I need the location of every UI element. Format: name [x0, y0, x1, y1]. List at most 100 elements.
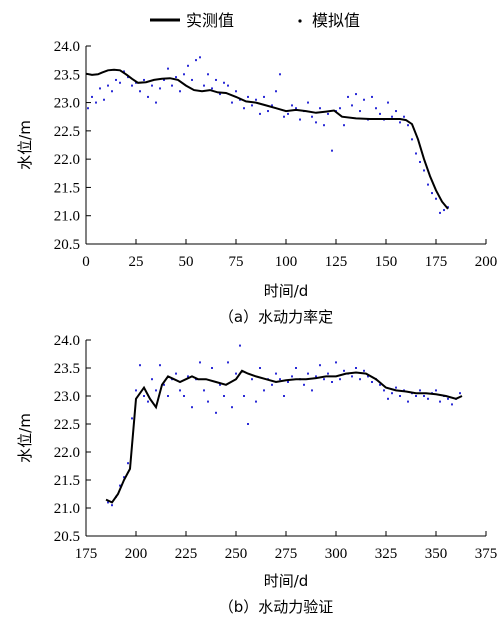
chart-a-simulated-point: [423, 169, 425, 172]
chart-a-xtick-label: 75: [229, 254, 244, 270]
chart-a-ytick-label: 20.5: [54, 237, 80, 253]
chart-b-simulated-point: [239, 344, 241, 347]
chart-a-simulated-point: [143, 78, 145, 81]
chart-b-simulated-point: [387, 397, 389, 400]
chart-a-simulated-point: [323, 124, 325, 127]
chart-a-simulated-point: [95, 101, 97, 104]
chart-a-simulated-point: [371, 95, 373, 98]
chart-a-simulated-point: [271, 104, 273, 107]
chart-a-ytick-label: 21.5: [54, 180, 80, 196]
chart-a-simulated-point: [91, 95, 93, 98]
chart-a-simulated-point: [419, 160, 421, 163]
chart-a-simulated-point: [219, 93, 221, 96]
chart-a-simulated-point: [163, 78, 165, 81]
chart-b-measured-line: [105, 369, 463, 504]
chart-a-simulated-point: [135, 81, 137, 84]
chart-a-simulated-point: [443, 209, 445, 212]
chart-a-simulated-point: [291, 104, 293, 107]
chart-a-simulated-point: [427, 183, 429, 186]
chart-b-simulated-point: [203, 389, 205, 392]
chart-b-simulated-point: [283, 395, 285, 397]
chart-b-simulated-point: [399, 395, 401, 397]
chart-a-simulated-point: [327, 112, 329, 115]
chart-a-simulated-point: [223, 81, 225, 84]
chart-b-simulated-point: [447, 397, 449, 400]
chart-b-simulated-point: [251, 378, 253, 381]
chart-a-simulated-point: [151, 84, 153, 87]
chart-b-simulated-point: [315, 375, 317, 378]
chart-a-simulated-point: [287, 112, 289, 115]
chart-b-simulated-point: [143, 395, 145, 397]
chart-a-simulated-point: [155, 101, 157, 104]
chart-a-simulated-point: [251, 104, 253, 107]
chart-b-simulated-point: [451, 403, 453, 406]
chart-a-simulated-point: [411, 138, 413, 141]
chart-a-simulated-point: [415, 152, 417, 155]
chart-a-simulated-point: [279, 73, 281, 76]
chart-b-simulated-point: [423, 395, 425, 397]
chart-a-ytick-label: 22.0: [54, 152, 80, 168]
chart-a-simulated-point: [307, 101, 309, 104]
chart-b-xtick-label: 250: [225, 546, 248, 562]
chart-b-simulated-point: [427, 397, 429, 400]
chart-b-simulated-point: [335, 361, 337, 364]
chart-b-simulated-point: [367, 375, 369, 378]
chart-a-simulated-point: [243, 107, 245, 110]
chart-a-simulated-point: [99, 87, 101, 90]
chart-a-simulated-point: [147, 95, 149, 98]
chart-a-simulated-point: [127, 76, 129, 79]
chart-a-simulated-point: [123, 70, 125, 73]
chart-b-simulated-point: [379, 383, 381, 386]
chart-b-simulated-point: [263, 389, 265, 392]
chart-b-xtick-label: 350: [425, 546, 448, 562]
chart-b-simulated-point: [179, 389, 181, 392]
chart-b-simulated-point: [331, 381, 333, 383]
chart-b-simulated-point: [291, 375, 293, 378]
chart-a-simulated-point: [131, 84, 133, 87]
chart-a-xtick-label: 175: [425, 254, 448, 270]
chart-a-simulated-point: [359, 110, 361, 113]
chart-b-ytick-label: 23.0: [54, 389, 80, 405]
chart-a-simulated-point: [315, 121, 317, 124]
chart-b-simulated-point: [271, 383, 273, 386]
chart-a-simulated-point: [447, 206, 449, 209]
chart-b-simulated-point: [439, 400, 441, 403]
chart-a-simulated-point: [179, 90, 181, 93]
legend: 实测值 模拟值: [150, 11, 360, 30]
chart-a-ytick-label: 21.0: [54, 209, 80, 225]
chart-b-simulated-point: [211, 367, 213, 369]
chart-b-simulated-point: [111, 504, 113, 507]
chart-a-simulated-point: [255, 98, 257, 101]
chart-b-xtick-label: 225: [175, 546, 198, 562]
chart-b-simulated-point: [123, 476, 125, 479]
chart-a-caption: （a）水动力率定: [219, 308, 333, 326]
chart-b-simulated-point: [303, 383, 305, 386]
chart-b-simulated-point: [167, 395, 169, 397]
chart-b-simulated-point: [139, 364, 141, 367]
chart-b-simulated-point: [215, 411, 217, 414]
chart-a-xtick-label: 0: [82, 254, 90, 270]
chart-b-simulated-point: [243, 395, 245, 397]
chart-a-simulated-point: [107, 84, 109, 87]
chart-a-simulated-point: [391, 115, 393, 118]
chart-b-simulated-point: [175, 372, 177, 375]
chart-a-ytick-label: 24.0: [54, 39, 80, 55]
chart-b-simulated-point: [351, 375, 353, 378]
chart-b-ytick-label: 22.5: [54, 417, 80, 433]
chart-b-simulated-point: [343, 369, 345, 372]
chart-b-ytick-label: 24.0: [54, 333, 80, 349]
chart-a-simulated-point: [103, 98, 105, 101]
chart-validation: 20.5 21.0 21.5 22.0 22.5 23.0 23.5 24.0 175 200 2…: [16, 333, 497, 616]
chart-a-xtick-label: 25: [129, 254, 144, 270]
chart-b-simulated-point: [223, 395, 225, 397]
chart-a-simulated-point: [203, 84, 205, 87]
chart-a-simulated-point: [263, 95, 265, 98]
chart-b-xtick-label: 375: [475, 546, 498, 562]
chart-a-xtick-label: 100: [275, 254, 298, 270]
chart-a-simulated-point: [343, 124, 345, 127]
chart-a-simulated-point: [195, 59, 197, 62]
chart-a-simulated-point: [299, 118, 301, 121]
chart-b-simulated-point: [131, 417, 133, 420]
chart-a-simulated-point: [399, 121, 401, 124]
chart-b-simulated-point: [339, 378, 341, 381]
